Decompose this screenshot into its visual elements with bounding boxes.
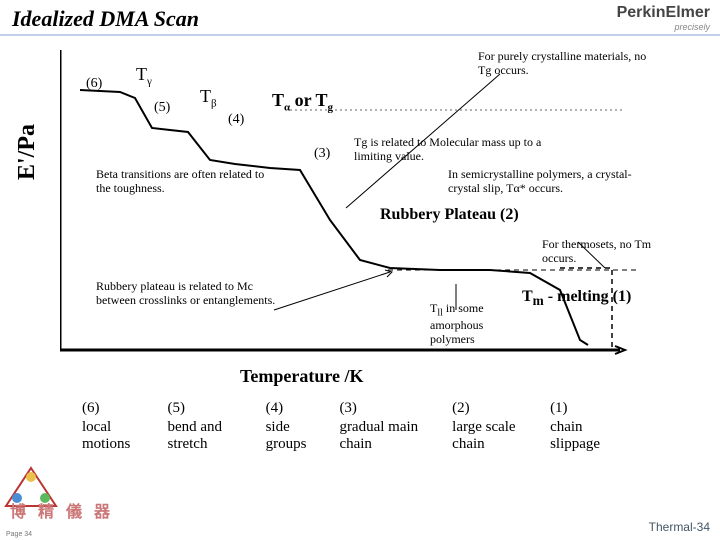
ann-crystalline: For purely crystalline materials, no Tg … — [478, 50, 648, 78]
page-footer: Thermal-34 — [649, 520, 710, 534]
brand-logo: PerkinElmer precisely — [617, 4, 710, 32]
legend-text: large scale chain — [452, 419, 548, 453]
stage-6-label: (6) — [86, 76, 102, 92]
ann-beta: Beta transitions are often related to th… — [96, 168, 266, 196]
legend-table: (6)(5)(4)(3)(2)(1) local motionsbend and… — [80, 398, 640, 455]
page-number: Page 34 — [6, 531, 32, 538]
title-rule — [0, 34, 720, 36]
legend-text: chain slippage — [550, 419, 638, 453]
legend-text: gradual main chain — [339, 419, 450, 453]
legend-text: bend and stretch — [167, 419, 263, 453]
legend-num: (6) — [82, 400, 165, 417]
dma-chart: (6) (5) (4) (3) Tγ Tβ Tα or Tg Rubbery P… — [60, 50, 660, 360]
chart-svg — [60, 50, 660, 360]
x-axis-label: Temperature /K — [240, 366, 364, 387]
page-title: Idealized DMA Scan — [12, 6, 199, 32]
ann-mc: Rubbery plateau is related to Mc between… — [96, 280, 276, 308]
stage-5-label: (5) — [154, 100, 170, 116]
legend-text: local motions — [82, 419, 165, 453]
legend-text: side groups — [266, 419, 338, 453]
legend-num: (2) — [452, 400, 548, 417]
chinese-footer: 博 精 儀 器 — [10, 498, 114, 522]
y-axis-label: E'/Pa — [14, 124, 41, 180]
tll-label: Tll in some amorphous polymers — [430, 302, 520, 346]
stage-4-label: (4) — [228, 112, 244, 128]
t-beta-label: Tβ — [200, 86, 217, 110]
plateau-label: Rubbery Plateau (2) — [380, 206, 519, 224]
ann-tg-mass: Tg is related to Molecular mass up to a … — [354, 136, 574, 164]
legend-num: (4) — [266, 400, 338, 417]
legend-num: (1) — [550, 400, 638, 417]
brand-name: PerkinElmer — [617, 4, 710, 22]
legend-num: (5) — [167, 400, 263, 417]
ann-thermoset: For thermosets, no Tm occurs. — [542, 238, 652, 266]
ann-semi: In semicrystalline polymers, a crystal-c… — [448, 168, 648, 196]
stage-3-label: (3) — [314, 146, 330, 162]
t-alpha-label: Tα or Tg — [272, 90, 333, 114]
legend-num: (3) — [339, 400, 450, 417]
t-gamma-label: Tγ — [136, 64, 152, 88]
brand-tagline: precisely — [617, 22, 710, 32]
tm-label: Tm - melting (1) — [522, 288, 631, 309]
